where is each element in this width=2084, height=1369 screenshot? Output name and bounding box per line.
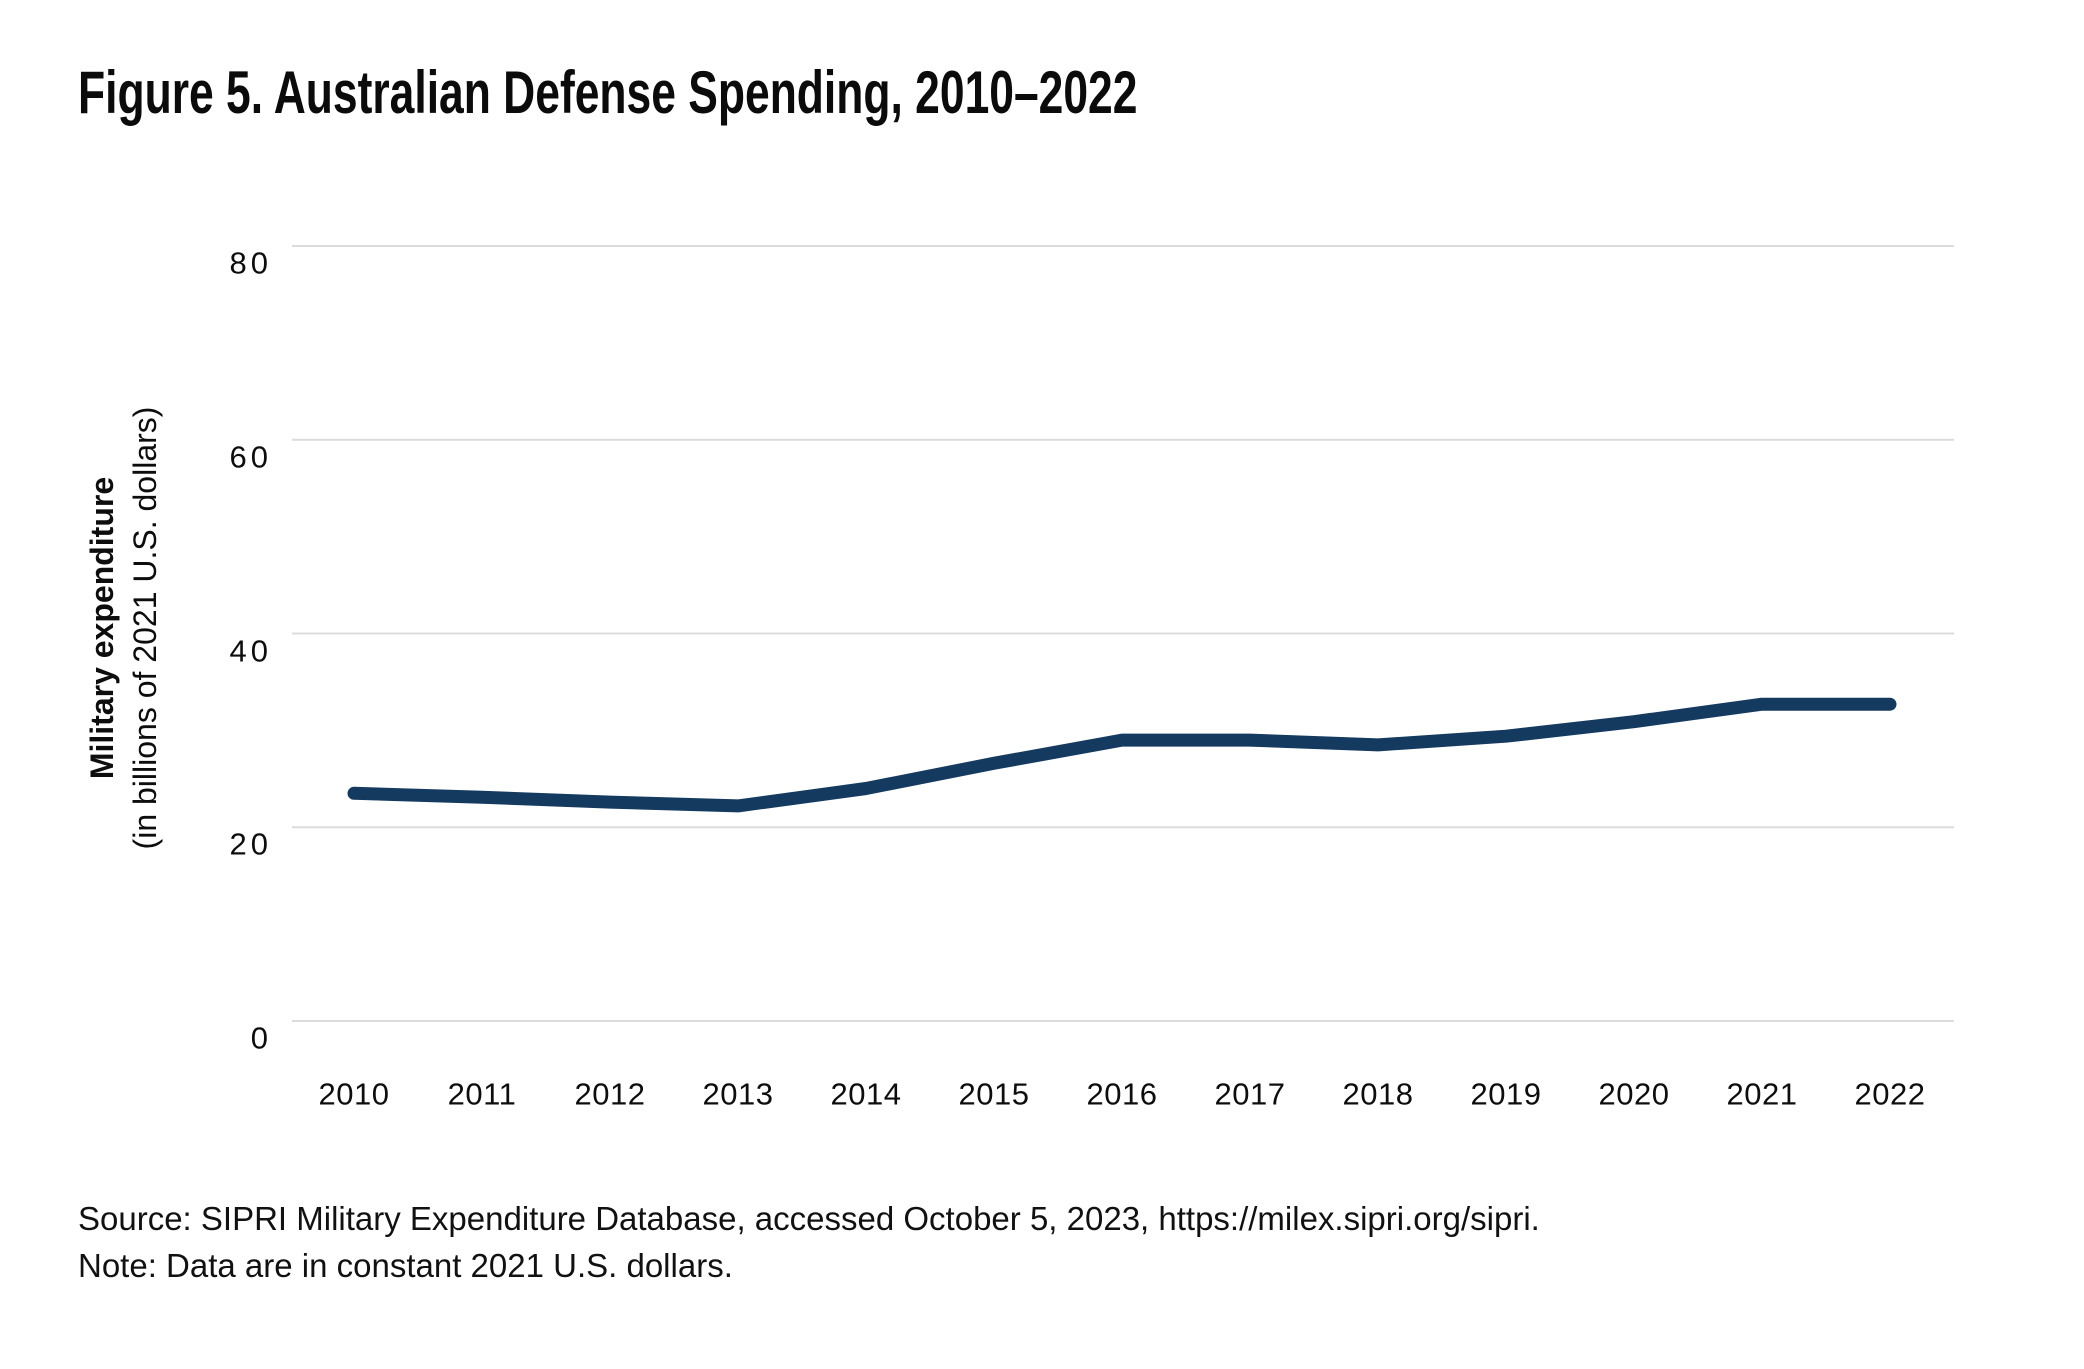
y-tick-label-0: 0 bbox=[250, 1020, 272, 1056]
x-tick-label-2020: 2020 bbox=[1598, 1076, 1670, 1112]
spending-line-series bbox=[347, 697, 1897, 813]
y-tick-label-60: 60 bbox=[229, 439, 272, 475]
x-tick-label-2015: 2015 bbox=[958, 1076, 1030, 1112]
x-tick-label-2022: 2022 bbox=[1854, 1076, 1926, 1112]
y-tick-label-40: 40 bbox=[229, 633, 272, 668]
x-tick-label-2018: 2018 bbox=[1342, 1076, 1414, 1112]
y-axis-title: Military expenditure (in billions of 202… bbox=[81, 407, 167, 850]
y-tick-label-80: 80 bbox=[229, 245, 272, 281]
x-tick-label-2016: 2016 bbox=[1086, 1076, 1158, 1112]
source-text: Source: SIPRI Military Expenditure Datab… bbox=[78, 1200, 1540, 1237]
x-tick-label-2013: 2013 bbox=[702, 1076, 774, 1112]
x-tick-label-2017: 2017 bbox=[1214, 1076, 1286, 1112]
x-tick-label-2010: 2010 bbox=[318, 1076, 390, 1112]
x-tick-label-2014: 2014 bbox=[830, 1076, 902, 1112]
note-text: Note: Data are in constant 2021 U.S. dol… bbox=[78, 1247, 733, 1284]
y-axis-title-sub: (in billions of 2021 U.S. dollars) bbox=[127, 406, 163, 850]
y-tick-label-20: 20 bbox=[229, 826, 272, 862]
x-tick-label-2021: 2021 bbox=[1726, 1076, 1798, 1112]
x-tick-label-2011: 2011 bbox=[447, 1076, 517, 1112]
y-axis-title-main: Military expenditure bbox=[83, 476, 120, 780]
figure-title: Figure 5. Australian Defense Spending, 2… bbox=[78, 59, 1138, 126]
x-tick-label-2012: 2012 bbox=[574, 1076, 646, 1112]
x-tick-label-2019: 2019 bbox=[1470, 1076, 1542, 1112]
